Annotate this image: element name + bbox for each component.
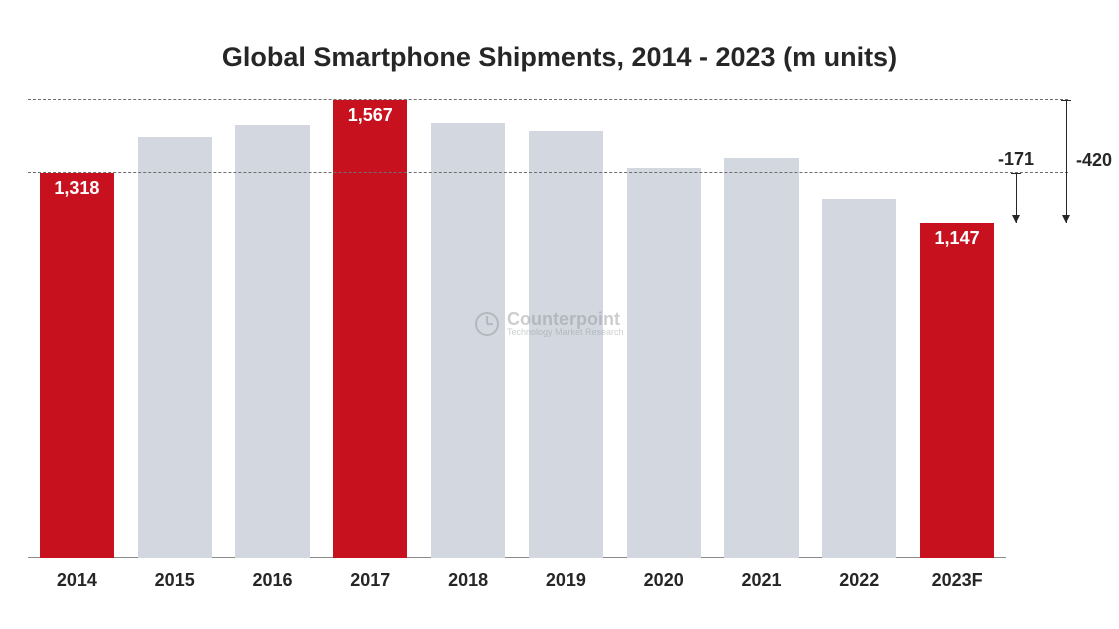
diff-label: -420 [1076, 150, 1112, 171]
bar-slot: 2021 [713, 100, 811, 558]
reference-line [28, 99, 1068, 100]
counterpoint-clock-icon [475, 312, 499, 336]
bar [920, 223, 994, 558]
x-axis-label: 2014 [28, 558, 126, 591]
watermark-main: Counterpoint [507, 310, 624, 328]
x-axis-label: 2017 [321, 558, 419, 591]
x-axis-label: 2021 [713, 558, 811, 591]
bar-value-label: 1,567 [333, 105, 407, 126]
bar [724, 158, 798, 558]
x-axis-label: 2023F [908, 558, 1006, 591]
x-axis-label: 2016 [224, 558, 322, 591]
chart-title: Global Smartphone Shipments, 2014 - 2023… [0, 42, 1119, 73]
bar [431, 123, 505, 558]
bar [627, 168, 701, 558]
bar [529, 131, 603, 558]
bar-value-label: 1,147 [920, 228, 994, 249]
watermark: Counterpoint Technology Market Research [475, 310, 624, 338]
chart-container: { "chart": { "type": "bar", "title": "Gl… [0, 0, 1119, 629]
bar [822, 199, 896, 559]
bar [333, 100, 407, 558]
bar [138, 137, 212, 558]
bar [40, 173, 114, 558]
bar-slot: 2022 [810, 100, 908, 558]
diff-label: -171 [998, 149, 1034, 170]
bar [235, 125, 309, 558]
bar-slot: 1,1472023F [908, 100, 1006, 558]
x-axis-label: 2019 [517, 558, 615, 591]
x-axis-label: 2020 [615, 558, 713, 591]
bar-slot: 1,3182014 [28, 100, 126, 558]
bar-slot: 2015 [126, 100, 224, 558]
reference-line [28, 172, 1068, 173]
bar-slot: 2016 [224, 100, 322, 558]
x-axis-label: 2018 [419, 558, 517, 591]
bar-value-label: 1,318 [40, 178, 114, 199]
bar-slot: 2020 [615, 100, 713, 558]
x-axis-label: 2015 [126, 558, 224, 591]
x-axis-label: 2022 [810, 558, 908, 591]
watermark-sub: Technology Market Research [507, 328, 624, 338]
bar-slot: 1,5672017 [321, 100, 419, 558]
